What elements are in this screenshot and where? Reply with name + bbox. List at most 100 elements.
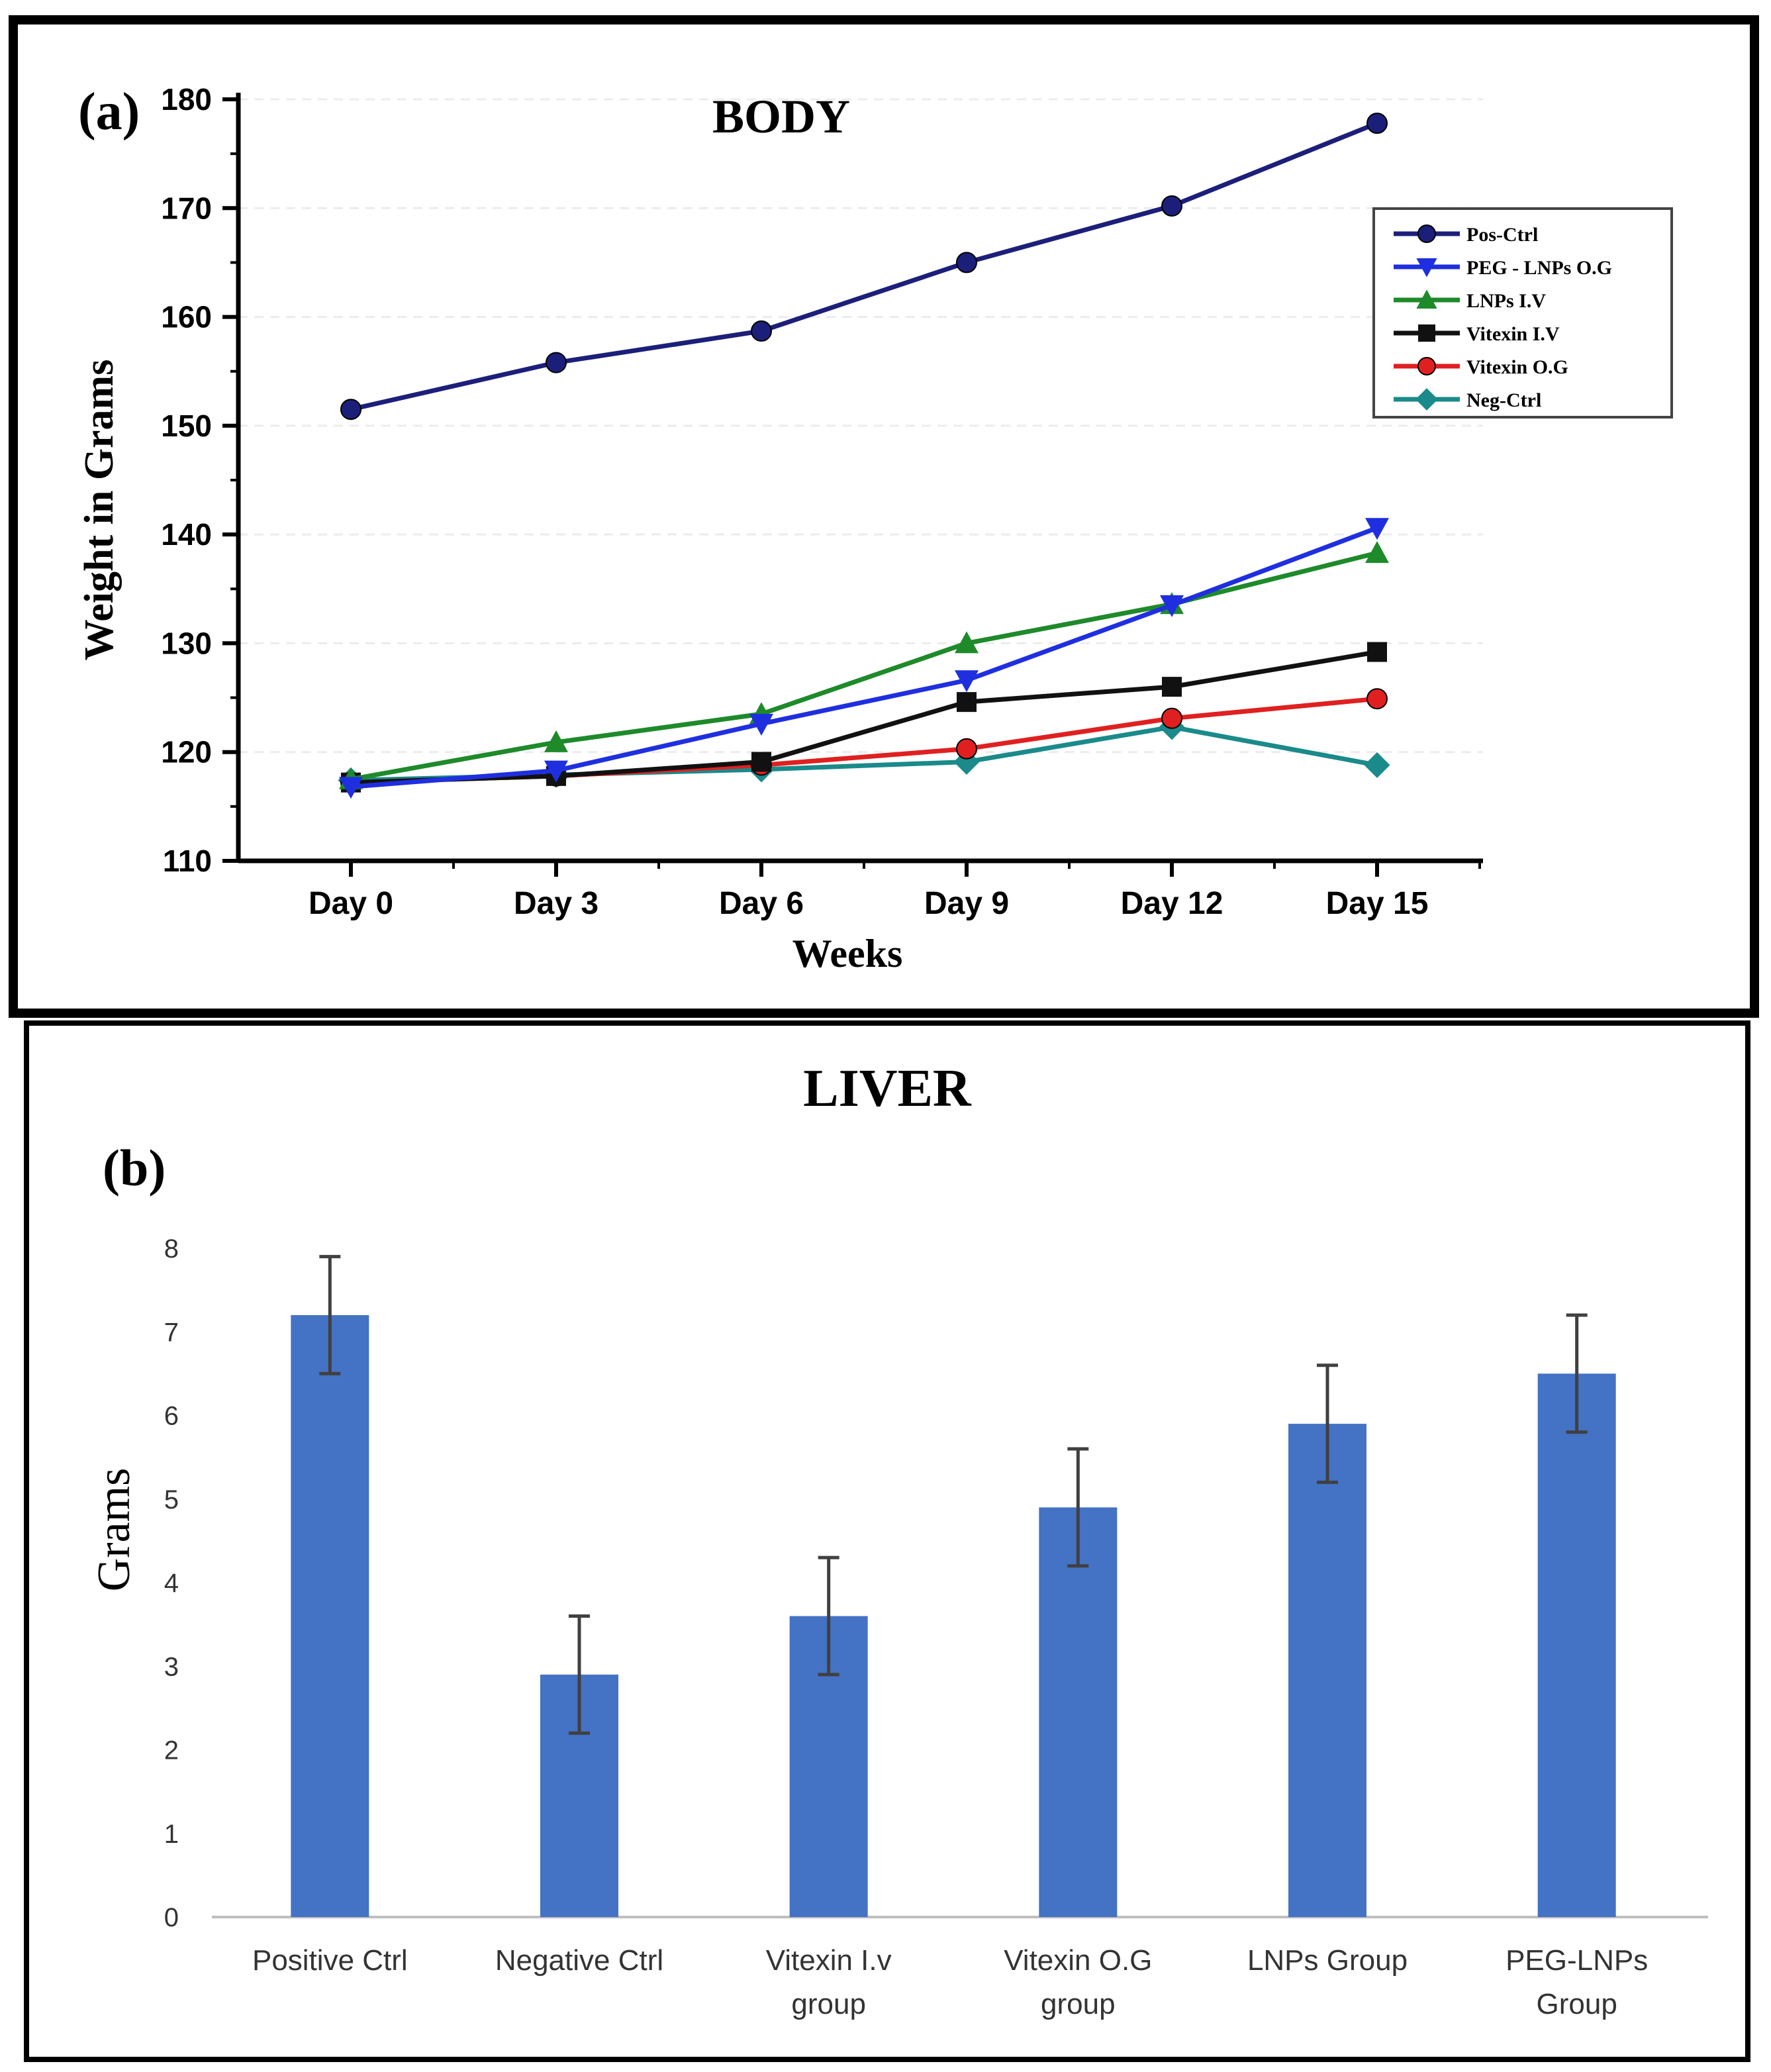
legend-box: [1372, 207, 1673, 419]
bar-group: Vitexin I.v group: [766, 1555, 892, 2020]
y-tick-label: 4: [164, 1569, 179, 1598]
bar: [1537, 1373, 1616, 1917]
y-tick-label: 170: [161, 191, 212, 225]
panel-a: (a) BODY Weight in Grams Weeks 110 120 130…: [9, 15, 1759, 1018]
panel-a-title: BODY: [712, 90, 850, 143]
x-category-label: LNPs Group: [1247, 1944, 1408, 1977]
legend-label: Vitexin O.G: [1466, 356, 1568, 378]
y-tick-label: 3: [164, 1652, 179, 1681]
x-category-label: Group: [1537, 1988, 1617, 2020]
y-tick-label: 150: [161, 409, 212, 443]
bar-group: Positive Ctrl: [252, 1255, 408, 1977]
point-marker: [1366, 113, 1388, 134]
panel-a-legend: Pos-Ctrl PEG - LNPs O.G LNPs I.V Vitexin I.…: [1372, 207, 1673, 419]
y-tick-label: 120: [161, 735, 212, 769]
point-marker: [340, 399, 361, 420]
x-category-label: Vitexin O.G: [1004, 1944, 1152, 1977]
legend-item: Pos-Ctrl: [1394, 224, 1538, 246]
point-marker: [751, 752, 771, 772]
legend-item: Vitexin O.G: [1394, 356, 1568, 378]
point-marker: [1415, 388, 1438, 411]
x-tick-label: Day 15: [1326, 886, 1429, 921]
legend-item: Neg-Ctrl: [1394, 388, 1541, 411]
bar-group: LNPs Group: [1247, 1363, 1408, 1977]
y-tick-label: 5: [164, 1485, 179, 1514]
x-category-label: Negative Ctrl: [495, 1944, 663, 1977]
y-tick-label: 7: [164, 1318, 179, 1347]
point-marker: [1366, 688, 1388, 710]
point-marker: [751, 320, 772, 342]
point-marker: [339, 777, 363, 799]
x-tick-label: Day 3: [514, 886, 598, 921]
y-tick-label: 8: [164, 1234, 179, 1263]
bar: [291, 1315, 369, 1917]
y-tick-label: 110: [163, 844, 212, 878]
panel-b-frame: [24, 1020, 1750, 2062]
bar: [1039, 1507, 1118, 1917]
legend-item: PEG - LNPs O.G: [1394, 257, 1612, 279]
x-category-label: Positive Ctrl: [252, 1944, 408, 1977]
series-pos-ctrl: [340, 113, 1388, 420]
panel-b-letter: (b): [103, 1139, 166, 1197]
y-tick-label: 130: [161, 626, 212, 660]
x-category-label: group: [791, 1988, 866, 2020]
bar-group: Vitexin O.G group: [1004, 1447, 1152, 2020]
legend-label: Vitexin I.V: [1466, 323, 1560, 345]
point-marker: [1365, 541, 1389, 564]
series-line: [350, 650, 1378, 785]
point-marker: [1367, 642, 1387, 662]
y-tick-label: 160: [161, 300, 212, 334]
point-marker: [1160, 595, 1184, 617]
point-marker: [1365, 518, 1389, 540]
y-tick-label: 180: [161, 82, 212, 117]
y-tick-label: 6: [164, 1402, 179, 1431]
y-tick-label: 2: [164, 1736, 179, 1765]
point-marker: [546, 352, 567, 373]
point-marker: [544, 760, 568, 783]
x-category-label: PEG-LNPs: [1506, 1944, 1648, 1977]
x-category-label: group: [1041, 1988, 1116, 2020]
legend-item: LNPs I.V: [1394, 289, 1546, 312]
x-tick-label: Day 0: [309, 886, 393, 921]
point-marker: [956, 738, 977, 760]
x-tick-label: Day 6: [719, 886, 804, 921]
point-marker: [1416, 258, 1437, 277]
bar: [1288, 1424, 1366, 1917]
series-peg-lnps-o-g: [339, 518, 1389, 799]
y-tick-label: 1: [164, 1820, 179, 1849]
point-marker: [955, 631, 979, 654]
bar-group: PEG-LNPs Group: [1506, 1313, 1648, 2020]
series-line: [350, 526, 1378, 789]
point-marker: [544, 730, 568, 752]
panel-b-title: LIVER: [803, 1060, 972, 1118]
point-marker: [955, 670, 979, 693]
point-marker: [1417, 357, 1436, 375]
legend-label: Neg-Ctrl: [1466, 389, 1541, 411]
x-category-label: Vitexin I.v: [766, 1944, 892, 1977]
y-tick-label: 140: [161, 517, 212, 552]
legend-label: LNPs I.V: [1466, 290, 1546, 312]
point-marker: [749, 714, 773, 736]
panel-a-axes: 110 120 130 140 150 160 170 180 Day 0 Day 3 Day 6 D…: [161, 82, 1483, 921]
y-tick-label: 0: [164, 1903, 179, 1932]
point-marker: [1161, 195, 1182, 217]
panel-a-gridlines: [238, 98, 1483, 754]
legend-label: Pos-Ctrl: [1466, 224, 1538, 246]
point-marker: [956, 252, 977, 273]
legend-label: PEG - LNPs O.G: [1466, 257, 1612, 279]
panel-a-x-label: Weeks: [792, 932, 903, 975]
panel-a-series: [338, 113, 1390, 799]
x-tick-label: Day 12: [1121, 886, 1223, 921]
panel-a-label: (a): [78, 83, 140, 141]
panel-b-y-label: Grams: [89, 1468, 140, 1592]
panel-a-frame: [9, 15, 1759, 1018]
series-line: [350, 550, 1378, 782]
panel-b-bars: Positive Ctrl Negative Ctrl Vitexin I.v gro…: [252, 1255, 1648, 2020]
point-marker: [1418, 324, 1435, 342]
series-line: [350, 121, 1378, 412]
point-marker: [957, 692, 977, 713]
legend-item: Vitexin I.V: [1394, 323, 1560, 345]
point-marker: [1161, 707, 1182, 729]
